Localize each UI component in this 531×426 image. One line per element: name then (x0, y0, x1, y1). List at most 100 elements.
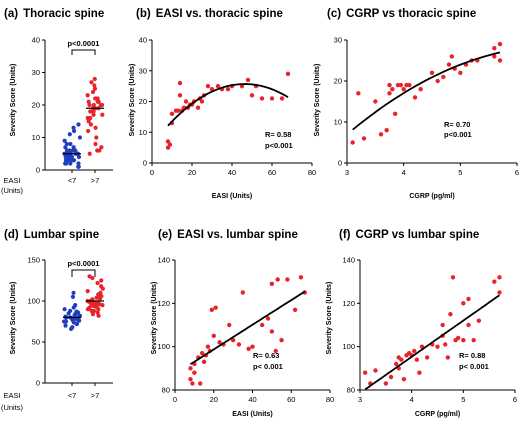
data-point (195, 105, 201, 110)
data-point (87, 305, 92, 310)
x-tick-label: 60 (268, 168, 276, 177)
data-point (387, 91, 392, 96)
panel-title: (d) Lumbar spine (4, 229, 99, 241)
data-point (96, 313, 101, 318)
y-tick-label: 140 (157, 256, 170, 265)
data-point (225, 87, 231, 92)
data-point (192, 370, 197, 375)
data-point (466, 296, 471, 302)
data-point (100, 112, 105, 117)
data-point (392, 111, 398, 117)
panel-title-text: CGRP vs lumbar spine (356, 229, 480, 241)
group-axis-label: EASI (3, 176, 20, 185)
data-point (63, 323, 68, 328)
data-point (497, 275, 502, 280)
y-tick-label: 10 (334, 118, 342, 127)
data-point (492, 54, 497, 59)
data-point (77, 135, 83, 140)
data-point (448, 311, 453, 317)
y-tick-label: 0 (36, 379, 40, 388)
panel-label: (a) (4, 8, 18, 20)
data-point (91, 102, 96, 108)
data-point (71, 145, 76, 150)
x-axis-label: CGRP (pg/ml) (415, 411, 460, 418)
data-point (245, 77, 251, 83)
data-point (265, 316, 271, 321)
fit-line (190, 290, 306, 365)
data-point (435, 78, 440, 84)
data-point (88, 122, 94, 127)
x-tick-label: 40 (228, 168, 236, 177)
data-point (85, 93, 90, 98)
data-point (356, 91, 361, 96)
data-point (99, 284, 104, 289)
y-axis-label: Severity Score (Units) (10, 64, 17, 137)
data-point (497, 41, 503, 47)
group-axis-unit: (Units) (1, 186, 24, 195)
data-point (71, 125, 76, 130)
data-point (476, 318, 482, 323)
y-axis-label: Severity Score (Units) (151, 282, 158, 355)
group-axis-label: EASI (3, 391, 20, 400)
panel-label: (b) (136, 8, 151, 20)
y-tick-label: 20 (334, 77, 342, 86)
x-tick-label: 4 (402, 168, 406, 177)
y-tick-label: 50 (32, 338, 40, 347)
y-tick-label: 100 (27, 297, 40, 306)
data-point (250, 344, 255, 349)
data-point (269, 329, 275, 334)
data-point (87, 274, 92, 279)
y-tick-label: 0 (36, 166, 40, 175)
data-point (99, 102, 105, 108)
data-point (440, 322, 445, 328)
x-axis-label: CGRP (pg/ml) (409, 193, 454, 200)
data-point (401, 376, 407, 382)
data-point (69, 154, 75, 160)
panel-title-text: CGRP vs thoracic spine (346, 8, 476, 20)
data-point (98, 290, 103, 295)
data-point (378, 132, 384, 137)
data-point (199, 350, 205, 356)
data-point (70, 325, 75, 330)
panel-f: (f) CGRP vs lumbar spine Severity Score (U… (326, 229, 517, 418)
panel-label: (c) (327, 8, 341, 20)
x-tick-label: 0 (150, 168, 154, 177)
data-point (91, 112, 96, 117)
data-point (71, 158, 77, 163)
y-tick-label: 100 (157, 342, 170, 351)
panel-title: (f) CGRP vs lumbar spine (339, 229, 479, 241)
x-tick-label: 0 (173, 395, 177, 404)
data-point (188, 376, 193, 382)
data-point (93, 141, 98, 147)
data-point (74, 321, 80, 327)
significance-label: p<0.0001 (68, 39, 100, 48)
data-point (89, 80, 94, 85)
data-point (240, 290, 246, 295)
data-point (87, 102, 92, 108)
y-axis-label: Severity Score (Units) (10, 282, 17, 355)
stat-label: R= 0.88 (459, 351, 485, 360)
data-point (417, 370, 422, 375)
data-point (443, 342, 448, 347)
data-point (497, 58, 503, 63)
data-point (450, 275, 456, 280)
x-tick-label: 20 (188, 168, 196, 177)
x-tick-label: 3 (358, 395, 362, 404)
data-point (259, 96, 265, 101)
group-axis-unit: (Units) (1, 403, 24, 412)
stat-label: p<0.001 (444, 130, 472, 139)
data-point (435, 344, 440, 349)
data-point (67, 132, 72, 137)
x-tick-label: 40 (248, 395, 256, 404)
data-point (236, 342, 242, 347)
y-tick-label: 20 (32, 101, 40, 110)
y-tick-label: 20 (139, 97, 147, 106)
panel-title: (e) EASI vs. lumbar spine (158, 229, 298, 241)
data-point (76, 164, 81, 169)
data-point (279, 337, 284, 343)
data-point (384, 128, 389, 133)
data-point (93, 125, 98, 130)
data-point (399, 357, 404, 362)
data-point (64, 161, 69, 166)
